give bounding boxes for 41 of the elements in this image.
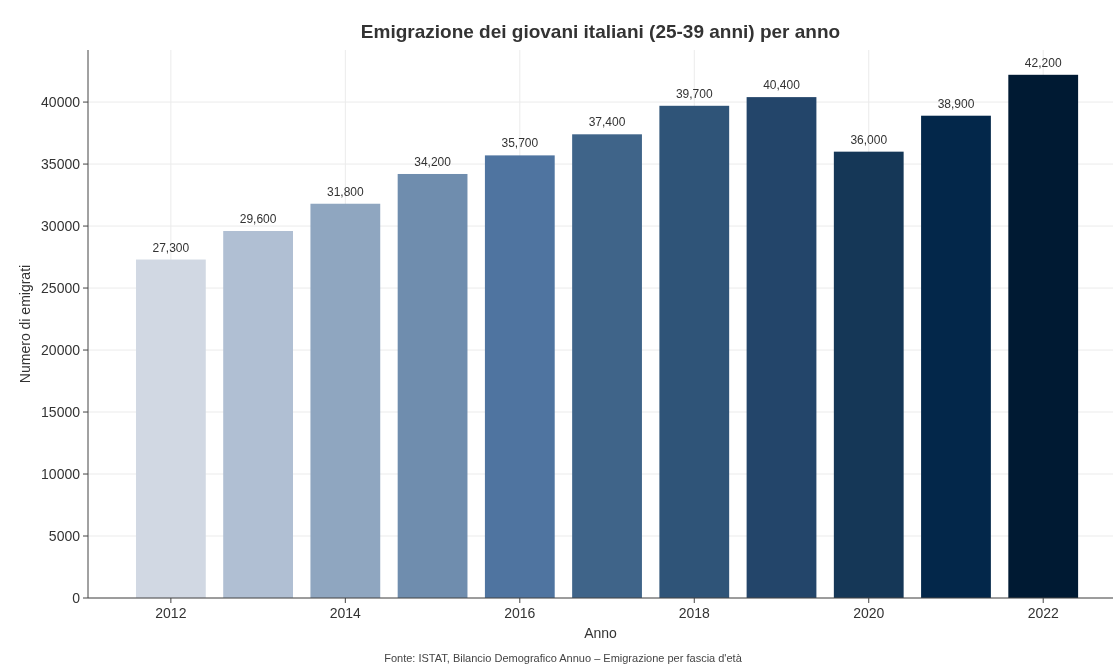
y-tick-label: 35000 (41, 155, 81, 172)
data-label: 34,200 (414, 154, 452, 169)
data-label: 31,800 (326, 184, 365, 199)
x-tick-label: 2012 (155, 605, 187, 621)
y-axis-title: Numero di emigrati (17, 264, 33, 384)
bar (1008, 74, 1079, 598)
bar (223, 231, 293, 598)
x-tick-label: 2020 (853, 605, 885, 621)
x-tick-label: 2014 (329, 605, 362, 621)
x-axis-title: Anno (584, 625, 618, 641)
data-label: 42,200 (1024, 55, 1062, 70)
data-label: 35,700 (501, 136, 539, 151)
bar (397, 173, 468, 598)
bar (135, 259, 206, 598)
y-tick-label: 0 (72, 589, 81, 606)
bar (659, 105, 730, 598)
x-tick-label: 2018 (678, 605, 711, 621)
y-tick-label: 20000 (41, 341, 81, 358)
source-note: Fonte: ISTAT, Bilancio Demografico Annuo – Emigrazione per fascia d'età (384, 652, 743, 664)
y-tick-label: 5000 (48, 527, 81, 544)
data-label: 37,400 (588, 115, 626, 130)
y-tick-label: 40000 (41, 93, 81, 110)
bar (921, 115, 991, 598)
y-tick-label: 25000 (41, 279, 81, 296)
y-tick-label: 10000 (41, 465, 81, 482)
x-tick-label: 2016 (504, 605, 536, 621)
data-label: 39,700 (675, 86, 713, 101)
data-label: 27,300 (152, 240, 190, 255)
data-label: 40,400 (763, 78, 801, 93)
bar (310, 203, 381, 598)
data-label: 36,000 (850, 132, 888, 147)
bar (484, 155, 555, 598)
y-tick-label: 15000 (41, 403, 81, 420)
x-tick-label: 2022 (1027, 605, 1059, 621)
bar (746, 97, 817, 598)
data-label: 38,900 (937, 96, 975, 111)
data-label: 29,600 (239, 212, 277, 227)
chart-title: Emigrazione dei giovani italiani (25-39 anni) per anno (360, 21, 841, 42)
bar (572, 134, 642, 598)
y-tick-label: 30000 (41, 217, 81, 234)
bar (833, 151, 904, 598)
